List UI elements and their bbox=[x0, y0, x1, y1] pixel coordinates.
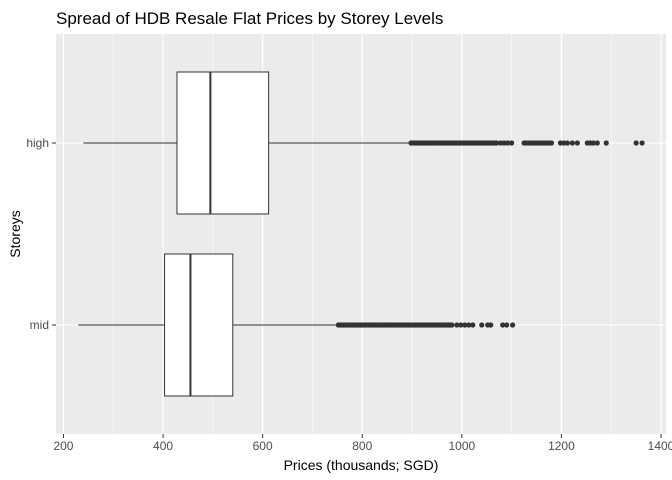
outlier-point bbox=[505, 140, 511, 146]
outlier-point bbox=[500, 322, 506, 328]
outlier-point bbox=[569, 140, 575, 146]
outlier-point bbox=[494, 140, 500, 146]
outlier-point bbox=[510, 322, 516, 328]
outlier-point bbox=[594, 140, 600, 146]
outlier-point bbox=[590, 140, 596, 146]
outlier-point bbox=[462, 322, 468, 328]
y-axis: high mid bbox=[26, 136, 56, 332]
x-tick-label: 600 bbox=[253, 439, 273, 453]
y-tick-label: mid bbox=[30, 318, 49, 332]
x-tick-label: 800 bbox=[352, 439, 372, 453]
box-mid bbox=[78, 253, 516, 397]
plot-panel bbox=[56, 34, 666, 434]
outlier-point bbox=[509, 140, 515, 146]
iqr-box bbox=[164, 253, 234, 397]
x-tick-label: 400 bbox=[153, 439, 173, 453]
outlier-point bbox=[564, 140, 571, 146]
outlier-point bbox=[470, 322, 476, 328]
boxplot-boxes bbox=[78, 71, 645, 397]
x-tick-label: 1200 bbox=[548, 439, 575, 453]
y-tick-label: high bbox=[26, 136, 49, 150]
outlier-point bbox=[633, 140, 639, 146]
chart-title: Spread of HDB Resale Flat Prices by Stor… bbox=[56, 9, 443, 28]
x-tick-label: 200 bbox=[53, 439, 73, 453]
outlier-point bbox=[603, 140, 609, 146]
x-axis-title: Prices (thousands; SGD) bbox=[284, 457, 439, 473]
iqr-box bbox=[176, 71, 270, 215]
x-tick-label: 1000 bbox=[448, 439, 475, 453]
outlier-point bbox=[454, 322, 460, 328]
y-axis-title: Storeys bbox=[7, 210, 23, 257]
x-tick-label: 1400 bbox=[648, 439, 672, 453]
outlier-point bbox=[639, 140, 645, 146]
outlier-point bbox=[488, 322, 494, 328]
outlier-point bbox=[466, 322, 472, 328]
outlier-point bbox=[548, 140, 555, 146]
outlier-point bbox=[458, 322, 464, 328]
x-axis: 200 400 600 800 1000 1200 1400 bbox=[53, 434, 672, 453]
outlier-point bbox=[574, 140, 580, 146]
box-high bbox=[83, 71, 645, 215]
outlier-point bbox=[479, 322, 485, 328]
outlier-point bbox=[504, 322, 510, 328]
outlier-point bbox=[449, 322, 455, 328]
